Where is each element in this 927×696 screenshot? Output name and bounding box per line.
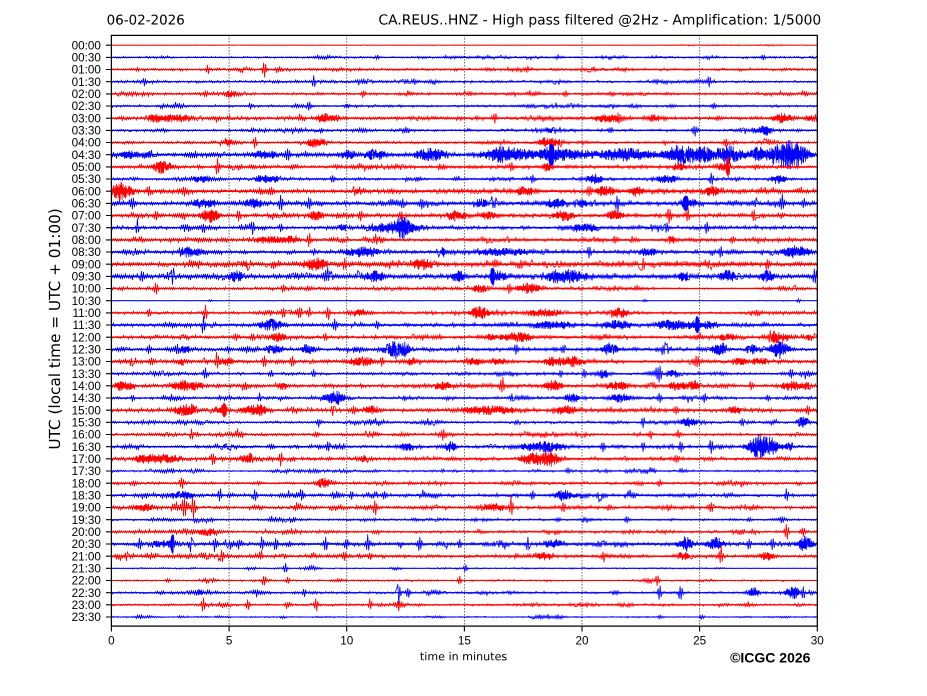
svg-text:07:30: 07:30 xyxy=(72,222,102,235)
svg-text:20:00: 20:00 xyxy=(72,526,102,539)
svg-text:06:30: 06:30 xyxy=(72,198,102,211)
svg-text:09:30: 09:30 xyxy=(72,271,102,284)
svg-text:11:30: 11:30 xyxy=(73,319,102,332)
svg-text:©ICGC 2026: ©ICGC 2026 xyxy=(730,650,811,666)
svg-text:02:30: 02:30 xyxy=(72,100,102,113)
svg-text:09:00: 09:00 xyxy=(72,258,102,271)
svg-text:00:30: 00:30 xyxy=(72,52,102,65)
svg-text:13:00: 13:00 xyxy=(72,356,102,369)
svg-text:16:30: 16:30 xyxy=(72,441,102,454)
svg-text:02:00: 02:00 xyxy=(72,88,102,101)
svg-text:10:30: 10:30 xyxy=(72,295,102,308)
svg-text:01:30: 01:30 xyxy=(72,76,102,89)
svg-text:15:30: 15:30 xyxy=(72,417,102,430)
svg-text:04:00: 04:00 xyxy=(72,137,102,150)
svg-text:05:00: 05:00 xyxy=(72,161,102,174)
svg-text:15: 15 xyxy=(458,635,472,648)
svg-text:08:00: 08:00 xyxy=(72,234,102,247)
svg-text:03:00: 03:00 xyxy=(72,112,102,125)
svg-text:13:30: 13:30 xyxy=(72,368,102,381)
svg-text:07:00: 07:00 xyxy=(72,210,102,223)
svg-text:20:30: 20:30 xyxy=(72,538,102,551)
svg-text:5: 5 xyxy=(226,635,233,648)
svg-text:01:00: 01:00 xyxy=(72,64,102,77)
svg-text:20: 20 xyxy=(575,635,589,648)
svg-text:11:00: 11:00 xyxy=(73,307,102,320)
svg-text:04:30: 04:30 xyxy=(72,149,102,162)
svg-text:17:30: 17:30 xyxy=(72,465,102,478)
svg-text:12:30: 12:30 xyxy=(72,344,102,357)
svg-text:14:00: 14:00 xyxy=(72,380,102,393)
svg-text:19:00: 19:00 xyxy=(72,502,102,515)
svg-text:17:00: 17:00 xyxy=(72,453,102,466)
svg-text:22:30: 22:30 xyxy=(72,587,102,600)
svg-text:14:30: 14:30 xyxy=(72,392,102,405)
svg-text:22:00: 22:00 xyxy=(72,575,102,588)
svg-text:06:00: 06:00 xyxy=(72,185,102,198)
svg-text:16:00: 16:00 xyxy=(72,429,102,442)
svg-text:05:30: 05:30 xyxy=(72,173,102,186)
svg-text:30: 30 xyxy=(811,635,825,648)
svg-text:12:00: 12:00 xyxy=(72,331,102,344)
svg-text:18:00: 18:00 xyxy=(72,477,102,490)
svg-text:10:00: 10:00 xyxy=(72,283,102,296)
svg-text:25: 25 xyxy=(693,635,707,648)
svg-text:08:30: 08:30 xyxy=(72,246,102,259)
svg-text:19:30: 19:30 xyxy=(72,514,102,527)
svg-text:23:00: 23:00 xyxy=(72,599,102,612)
svg-text:10: 10 xyxy=(340,635,354,648)
svg-text:21:30: 21:30 xyxy=(72,563,102,576)
svg-text:15:00: 15:00 xyxy=(72,404,102,417)
svg-text:21:00: 21:00 xyxy=(72,550,102,563)
svg-text:00:00: 00:00 xyxy=(72,39,102,52)
svg-text:23:30: 23:30 xyxy=(72,611,102,624)
svg-text:18:30: 18:30 xyxy=(72,490,102,503)
svg-text:0: 0 xyxy=(108,635,115,648)
svg-text:03:30: 03:30 xyxy=(72,125,102,138)
